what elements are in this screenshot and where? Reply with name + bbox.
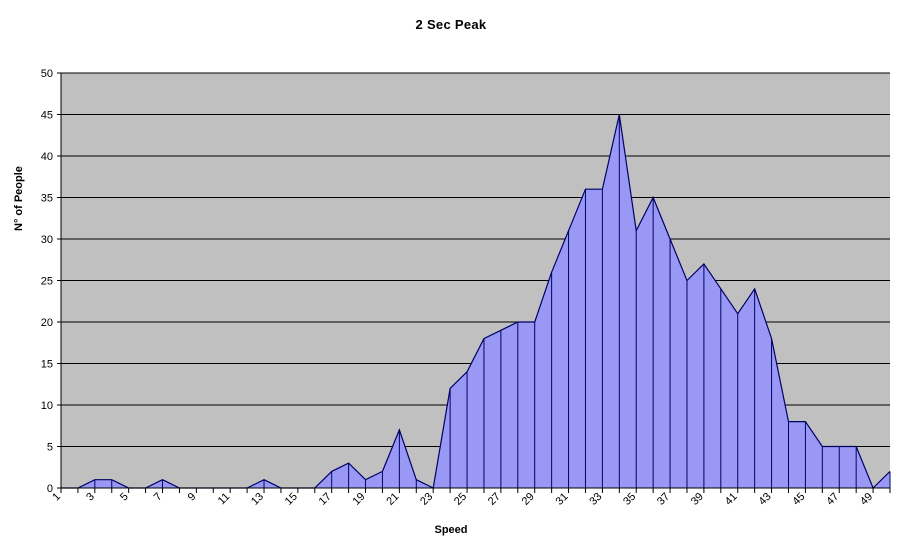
x-tick-label: 33 <box>587 491 604 508</box>
x-tick-label: 13 <box>249 491 266 508</box>
x-tick-label: 27 <box>486 491 503 508</box>
x-tick-label: 49 <box>858 491 875 508</box>
x-tick-label: 45 <box>790 491 807 508</box>
x-tick-label: 41 <box>723 491 740 508</box>
y-tick-label: 35 <box>41 193 53 205</box>
y-axis-ticks: 0 5 10 15 20 25 30 35 40 45 50 <box>41 68 61 495</box>
x-tick-label: 29 <box>520 491 537 508</box>
y-tick-label: 10 <box>41 400 53 412</box>
x-tick-label: 25 <box>452 491 469 508</box>
droplines <box>94 114 891 488</box>
y-tick-label: 20 <box>41 317 53 329</box>
x-axis-ticks: 1 3 5 7 9 11 13 15 17 19 21 23 25 27 29 31 33 35 37 39 41 43 4… <box>50 488 891 508</box>
x-tick-label: 35 <box>621 491 638 508</box>
area-fill <box>61 114 890 488</box>
x-tick-label: 15 <box>283 491 300 508</box>
x-tick-label: 19 <box>351 491 368 508</box>
x-tick-label: 31 <box>554 491 571 508</box>
x-tick-label: 21 <box>384 491 401 508</box>
x-tick-label: 37 <box>655 491 672 508</box>
x-tick-label: 39 <box>689 491 706 508</box>
y-tick-label: 50 <box>41 68 53 80</box>
chart-title: 2 Sec Peak <box>415 17 487 32</box>
x-tick-label: 17 <box>317 491 334 508</box>
x-tick-label: 23 <box>418 491 435 508</box>
x-tick-label: 11 <box>216 491 233 508</box>
y-tick-label: 45 <box>41 110 53 122</box>
y-tick-label: 25 <box>41 276 53 288</box>
x-tick-label: 43 <box>757 491 774 508</box>
x-tick-label: 47 <box>824 491 841 508</box>
y-tick-label: 30 <box>41 234 53 246</box>
area-series <box>61 114 890 488</box>
y-tick-label: 15 <box>41 359 53 371</box>
x-axis-title: Speed <box>434 524 468 536</box>
y-tick-label: 40 <box>41 151 53 163</box>
y-tick-label: 0 <box>47 483 53 495</box>
y-tick-label: 5 <box>47 442 53 454</box>
